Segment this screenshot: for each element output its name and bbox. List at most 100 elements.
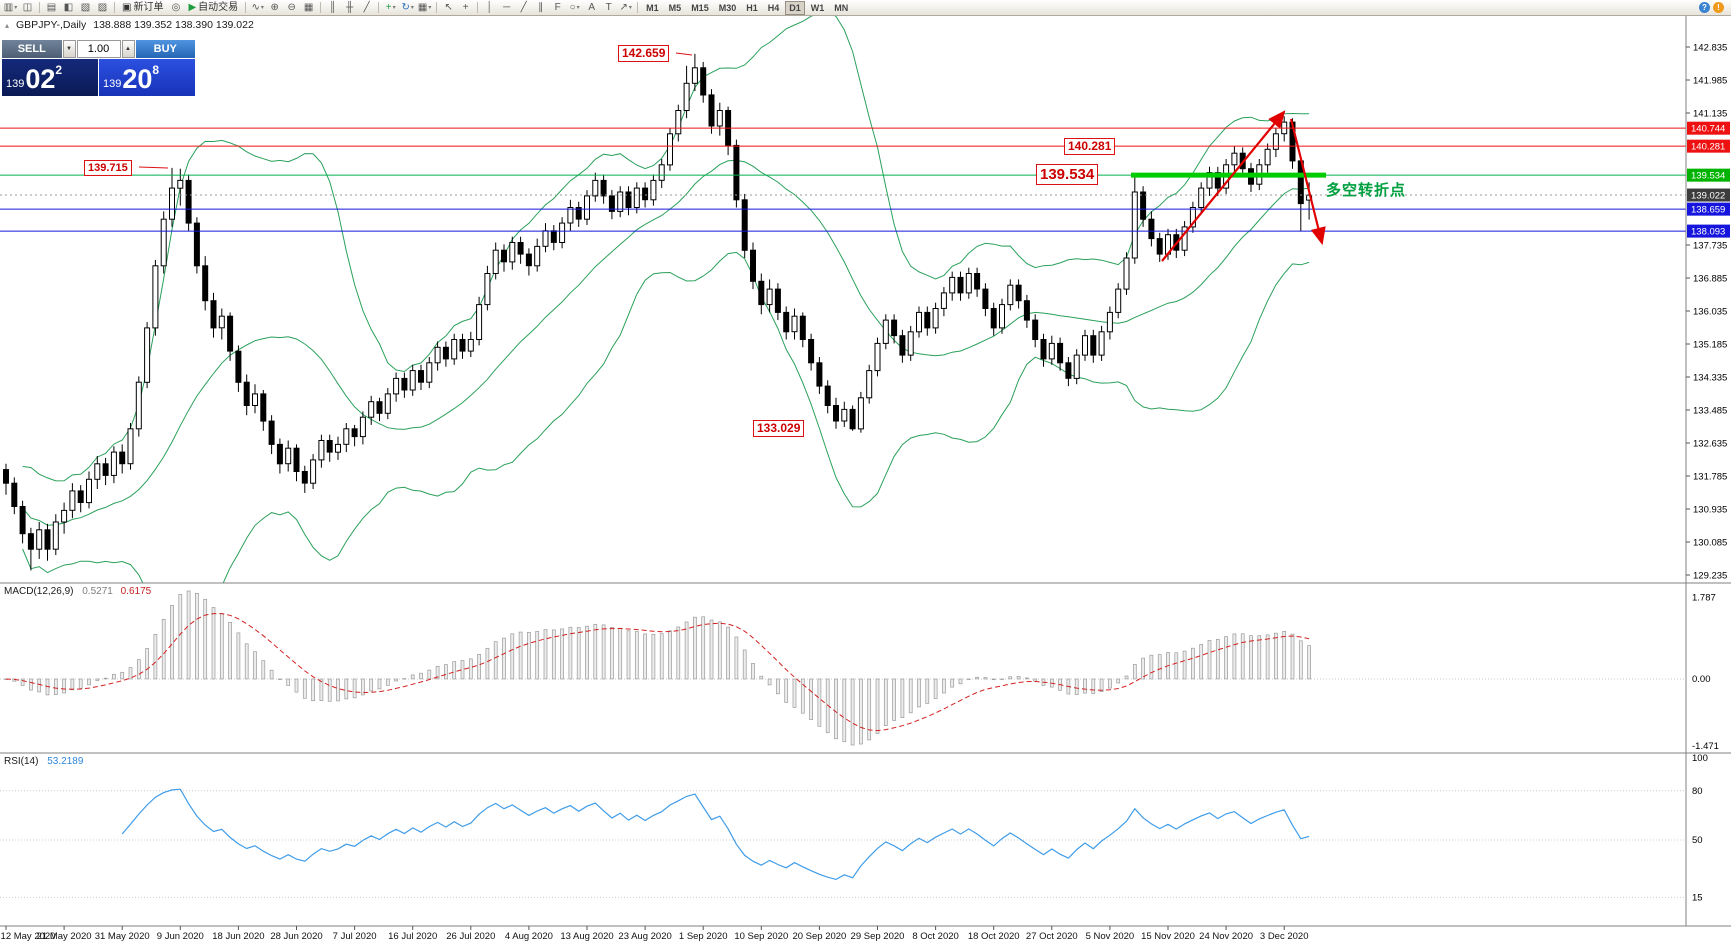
svg-text:1.787: 1.787 [1692, 592, 1716, 603]
svg-text:132.635: 132.635 [1693, 439, 1727, 450]
navigator-icon[interactable]: ▧ [80, 1, 91, 13]
svg-text:131.785: 131.785 [1693, 472, 1727, 483]
timeframe-m30[interactable]: M30 [718, 2, 737, 13]
svg-text:29 Sep 2020: 29 Sep 2020 [851, 931, 905, 942]
volume-increment-button[interactable]: ▲ [121, 40, 135, 58]
collapse-icon[interactable]: ▴ [5, 20, 10, 30]
trendline-icon[interactable]: ╱ [520, 1, 527, 13]
indicators-icon[interactable]: ∿ ▾ [251, 1, 264, 13]
annotation-support-level[interactable]: 139.534 [1036, 164, 1099, 185]
line-chart-icon[interactable]: ╱ [363, 1, 370, 13]
timeframe-m5[interactable]: M5 [668, 2, 682, 13]
svg-text:16 Jul 2020: 16 Jul 2020 [388, 931, 437, 942]
arrow-objects-icon[interactable]: ↗ ▾ [619, 1, 632, 13]
svg-text:21 May 2020: 21 May 2020 [37, 931, 92, 942]
svg-text:135.185: 135.185 [1693, 340, 1727, 351]
toolbar-separator [320, 2, 322, 13]
svg-text:28 Jun 2020: 28 Jun 2020 [270, 931, 322, 942]
timeframe-d1[interactable]: D1 [785, 0, 805, 15]
symbol-name: GBPJPY-,Daily [16, 19, 87, 31]
svg-text:31 May 2020: 31 May 2020 [95, 931, 150, 942]
svg-text:139.534: 139.534 [1691, 171, 1725, 182]
svg-text:140.744: 140.744 [1691, 124, 1725, 135]
timeframe-w1[interactable]: W1 [810, 2, 825, 13]
svg-text:0.00: 0.00 [1692, 674, 1711, 685]
autotrading-button[interactable]: ▶ 自动交易 [188, 1, 239, 13]
news-notification-icon[interactable]: ! [1713, 2, 1724, 13]
svg-text:20 Sep 2020: 20 Sep 2020 [792, 931, 846, 942]
chart-title: ▴ GBPJPY-,Daily 138.888 139.352 138.390 … [5, 19, 254, 31]
horizontal-line-icon[interactable]: ─ [503, 1, 511, 13]
svg-text:100: 100 [1692, 753, 1708, 764]
market-watch-icon[interactable]: ▤ [46, 1, 57, 13]
macd-pane-label: MACD(12,26,9) 0.5271 0.6175 [4, 586, 151, 597]
annotation-november-high[interactable]: 140.281 [1064, 138, 1116, 155]
svg-text:136.885: 136.885 [1693, 274, 1727, 285]
buy-price-box[interactable]: 139 20 8 [99, 59, 195, 96]
cursor-icon[interactable]: ↖ [444, 1, 453, 13]
svg-text:137.735: 137.735 [1693, 241, 1727, 252]
svg-text:10 Sep 2020: 10 Sep 2020 [734, 931, 788, 942]
help-icon[interactable]: ? [1699, 2, 1710, 13]
volume-decrement-button[interactable]: ▼ [62, 40, 76, 58]
tile-windows-icon[interactable]: ▦ [303, 1, 314, 13]
add-object-icon[interactable]: + ▾ [385, 1, 396, 13]
svg-text:18 Jun 2020: 18 Jun 2020 [212, 931, 264, 942]
timeframe-m1[interactable]: M1 [646, 2, 659, 13]
text-label-icon[interactable]: T [605, 1, 612, 13]
svg-text:15 Nov 2020: 15 Nov 2020 [1141, 931, 1195, 942]
svg-text:-1.471: -1.471 [1692, 741, 1719, 752]
terminal-icon[interactable]: ▨ [97, 1, 108, 13]
rsi-pane-label: RSI(14) 53.2189 [4, 756, 83, 767]
timeframe-m15[interactable]: M15 [691, 2, 709, 13]
ohlc-values: 138.888 139.352 138.390 139.022 [93, 19, 254, 31]
shapes-icon[interactable]: ○ ▾ [569, 1, 580, 13]
new-chart-icon[interactable]: ▥ ▾ [3, 1, 18, 13]
price-pane [0, 16, 1686, 583]
annotation-turning-point[interactable]: 多空转折点 [1326, 182, 1407, 199]
crosshair-icon[interactable]: + [462, 1, 469, 13]
candlestick-chart-icon[interactable]: ╫ [346, 1, 354, 13]
svg-text:3 Dec 2020: 3 Dec 2020 [1260, 931, 1309, 942]
channel-icon[interactable]: ∥ [538, 1, 544, 13]
bar-chart-icon[interactable]: ║ [329, 1, 337, 13]
sell-button[interactable]: SELL [2, 40, 62, 58]
timeframe-buttons: M1 M5 M15 M30 H1 H4 D1 W1 MN [641, 0, 853, 15]
timeframe-mn[interactable]: MN [834, 2, 849, 13]
toolbar: ▥ ▾ ◫ ▤ ◧ ▧ ▨ ▣ 新订单 ◎ ▶ 自动交易 ∿ ▾ ⊕ ⊖ ▦ ║ ╫ ╱ + ▾ ↻ ▾ ▦ ▾ ↖ + │ ─ ╱ ∥ F ○ ▾… [0, 0, 1731, 16]
svg-text:140.281: 140.281 [1691, 142, 1725, 153]
chart-window-icon[interactable]: ◫ [22, 1, 33, 13]
zoom-in-icon[interactable]: ⊕ [270, 1, 279, 13]
zoom-out-icon[interactable]: ⊖ [287, 1, 296, 13]
volume-input[interactable]: 1.00 [76, 40, 121, 58]
annotation-june-high[interactable]: 139.715 [84, 160, 132, 176]
svg-text:138.093: 138.093 [1691, 227, 1725, 238]
svg-text:5 Nov 2020: 5 Nov 2020 [1086, 931, 1135, 942]
svg-text:18 Oct 2020: 18 Oct 2020 [968, 931, 1020, 942]
annotation-peak-price[interactable]: 142.659 [618, 45, 670, 62]
svg-text:9 Jun 2020: 9 Jun 2020 [157, 931, 204, 942]
timeframe-h1[interactable]: H1 [746, 2, 758, 13]
sell-price-box[interactable]: 139 02 2 [2, 59, 98, 96]
refresh-icon[interactable]: ↻ ▾ [401, 1, 414, 13]
buy-price-figure: 139 [103, 78, 122, 90]
svg-text:80: 80 [1692, 786, 1703, 797]
svg-text:130.085: 130.085 [1693, 538, 1727, 549]
svg-text:27 Oct 2020: 27 Oct 2020 [1026, 931, 1078, 942]
mql-market-icon[interactable]: ◎ [171, 1, 181, 13]
timeframe-h4[interactable]: H4 [767, 2, 780, 13]
text-icon[interactable]: A [588, 1, 595, 13]
svg-text:141.135: 141.135 [1693, 109, 1727, 120]
data-window-icon[interactable]: ◧ [63, 1, 74, 13]
fibonacci-icon[interactable]: F [554, 1, 561, 13]
grid-icon[interactable]: ▦ ▾ [417, 1, 432, 13]
toolbar-buttons: ▥ ▾ ◫ ▤ ◧ ▧ ▨ ▣ 新订单 ◎ ▶ 自动交易 ∿ ▾ ⊕ ⊖ ▦ ║ ╫ ╱ + ▾ ↻ ▾ ▦ ▾ ↖ + │ ─ ╱ ∥ F ○ ▾… [2, 0, 641, 15]
annotation-september-low[interactable]: 133.029 [753, 420, 805, 437]
new-order-button[interactable]: ▣ 新订单 [122, 1, 164, 13]
svg-text:130.935: 130.935 [1693, 505, 1727, 516]
buy-button[interactable]: BUY [135, 40, 195, 58]
svg-text:8 Oct 2020: 8 Oct 2020 [912, 931, 958, 942]
svg-text:23 Aug 2020: 23 Aug 2020 [618, 931, 671, 942]
vertical-line-icon[interactable]: │ [486, 1, 493, 13]
